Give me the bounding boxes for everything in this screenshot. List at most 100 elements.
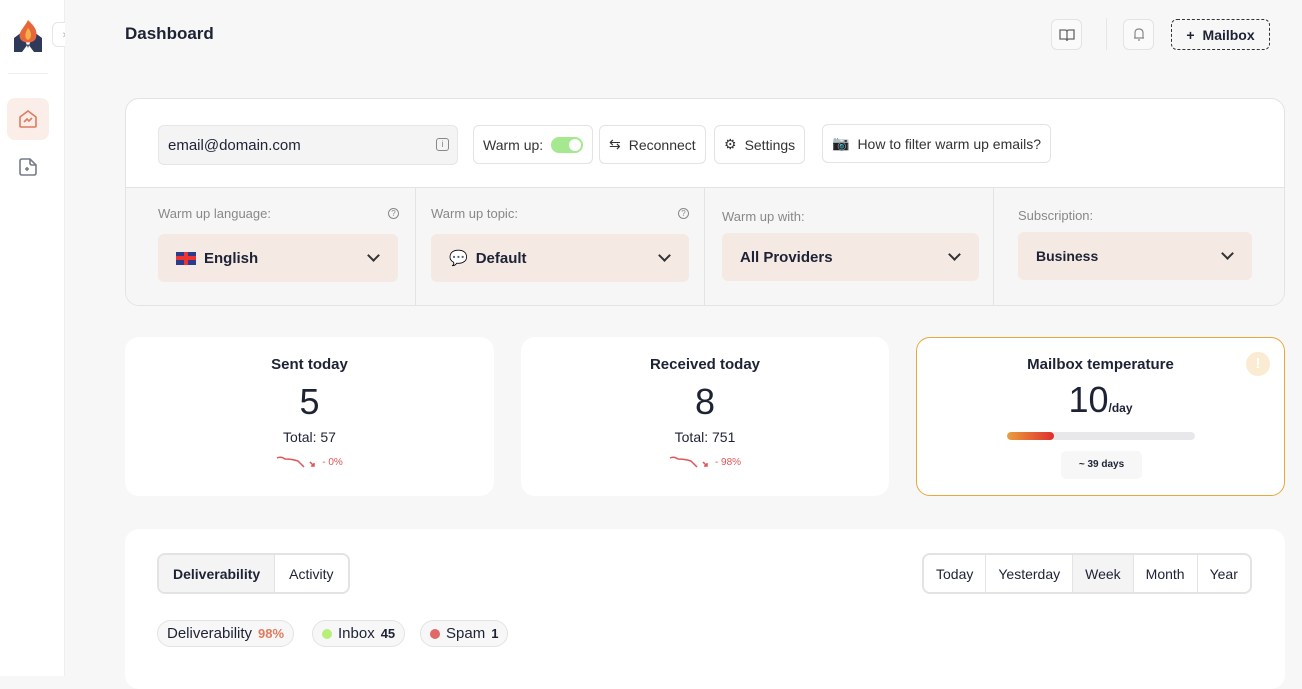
- chip-value: 1: [491, 626, 499, 641]
- chip-label: Deliverability: [167, 625, 253, 642]
- range-today[interactable]: Today: [924, 555, 987, 592]
- subscription-dropdown[interactable]: Business: [1018, 232, 1252, 280]
- topic-dropdown[interactable]: 💬 Default: [431, 234, 689, 282]
- camera-icon: 📷: [832, 135, 850, 151]
- stat-unit: /day: [1108, 401, 1133, 415]
- stat-value: 8: [694, 381, 716, 422]
- provider-dropdown[interactable]: All Providers: [722, 233, 979, 281]
- page-title: Dashboard: [125, 24, 214, 43]
- home-chart-icon: [19, 110, 37, 128]
- tab-deliverability[interactable]: Deliverability: [159, 555, 276, 592]
- chart-tabs: Deliverability Activity: [157, 553, 350, 594]
- email-field[interactable]: email@domain.com i: [158, 125, 458, 165]
- help-icon[interactable]: ?: [678, 208, 689, 219]
- chip-label: Spam: [446, 625, 486, 642]
- divider: [8, 73, 48, 74]
- selector-value: All Providers: [740, 248, 833, 266]
- notifications-button[interactable]: [1123, 19, 1154, 50]
- subscription-selector: Subscription: Business: [994, 188, 1284, 305]
- warmup-toggle[interactable]: Warm up:: [473, 125, 594, 164]
- stat-value: 10: [1068, 379, 1109, 420]
- chip-value: 45: [380, 626, 396, 641]
- selector-label: Warm up topic:: [431, 206, 518, 221]
- settings-button[interactable]: ⚙ Settings: [714, 125, 806, 164]
- info-icon[interactable]: i: [436, 138, 449, 151]
- range-week[interactable]: Week: [1073, 555, 1134, 592]
- spam-dot-icon: [430, 628, 440, 639]
- provider-selector: Warm up with: All Providers: [705, 188, 994, 305]
- header: Dashboard + Mailbox: [65, 0, 1302, 73]
- tab-activity[interactable]: Activity: [289, 565, 334, 582]
- warmup-selectors: Warm up language:? English Warm up topic…: [126, 187, 1284, 305]
- trend-value: - 0%: [322, 456, 343, 468]
- help-label: How to filter warm up emails?: [857, 135, 1042, 152]
- inbox-chip[interactable]: Inbox 45: [312, 620, 406, 647]
- chat-icon: 💬: [449, 250, 468, 267]
- help-filter-button[interactable]: 📷 How to filter warm up emails?: [822, 124, 1052, 163]
- sidebar-item-add[interactable]: [7, 146, 49, 188]
- stat-total: Total: 751: [674, 429, 736, 445]
- divider: [1106, 18, 1107, 50]
- book-icon: [1058, 28, 1075, 41]
- stat-title: Sent today: [271, 356, 348, 373]
- reconnect-icon: ⇆: [609, 136, 621, 152]
- stat-title: Mailbox temperature: [1027, 356, 1174, 373]
- received-today-card: Received today 8 Total: 751 - 98%: [521, 337, 889, 496]
- temperature-progress-bar: [1007, 432, 1195, 440]
- range-month[interactable]: Month: [1134, 555, 1198, 592]
- mailbox-temperature-card: ! Mailbox temperature 10/day ~ 39 days: [916, 337, 1285, 496]
- selector-label: Subscription:: [1018, 208, 1094, 223]
- selector-label: Warm up with:: [722, 209, 805, 224]
- add-file-icon: [19, 158, 37, 176]
- selector-value: Default: [475, 249, 527, 267]
- chevron-right-icon: ›: [63, 29, 67, 41]
- stat-title: Received today: [649, 356, 761, 373]
- sidebar: ›: [0, 0, 77, 676]
- warmup-label: Warm up:: [483, 136, 544, 153]
- topic-selector: Warm up topic:? 💬 Default: [416, 188, 705, 305]
- stat-total: Total: 57: [283, 429, 336, 445]
- add-mailbox-button[interactable]: + Mailbox: [1171, 19, 1270, 50]
- reconnect-label: Reconnect: [628, 136, 696, 153]
- chevron-down-icon: [948, 248, 961, 261]
- trend-down-icon: [276, 456, 315, 468]
- range-yesterday[interactable]: Yesterday: [986, 555, 1074, 592]
- chip-label: Inbox: [338, 625, 375, 642]
- mailbox-settings-card: email@domain.com i Warm up: ⇆ Reconnect ⚙ S…: [125, 98, 1285, 306]
- range-year[interactable]: Year: [1209, 565, 1238, 582]
- reconnect-button[interactable]: ⇆ Reconnect: [599, 125, 706, 164]
- days-remaining: ~ 39 days: [1061, 451, 1142, 479]
- language-dropdown[interactable]: English: [158, 234, 398, 282]
- stat-value: 5: [299, 381, 320, 422]
- add-mailbox-label: Mailbox: [1202, 26, 1255, 43]
- settings-label: Settings: [744, 136, 796, 153]
- trend: - 98%: [521, 455, 889, 469]
- plus-icon: +: [1186, 26, 1195, 43]
- email-value: email@domain.com: [168, 137, 301, 154]
- logo: [14, 20, 42, 52]
- chevron-down-icon: [1221, 247, 1234, 260]
- gear-icon: ⚙: [724, 136, 737, 152]
- help-icon[interactable]: ?: [388, 208, 399, 219]
- sidebar-item-dashboard[interactable]: [7, 98, 49, 140]
- sent-today-card: Sent today 5 Total: 57 - 0%: [125, 337, 494, 496]
- chart-card: Deliverability Activity Today Yesterday …: [125, 529, 1285, 689]
- language-selector: Warm up language:? English: [126, 188, 416, 305]
- chip-value: 98%: [258, 626, 285, 641]
- chevron-down-icon: [658, 249, 671, 262]
- spam-chip[interactable]: Spam 1: [420, 620, 509, 647]
- selector-value: Business: [1036, 248, 1099, 264]
- selector-value: English: [204, 249, 259, 267]
- warning-icon[interactable]: !: [1246, 352, 1270, 376]
- progress-fill: [1007, 432, 1054, 440]
- trend: - 0%: [125, 455, 494, 469]
- selector-label: Warm up language:: [158, 206, 271, 221]
- trend-down-icon: [669, 456, 708, 468]
- chevron-down-icon: [367, 249, 380, 262]
- inbox-dot-icon: [322, 628, 332, 639]
- trend-value: - 98%: [714, 456, 742, 468]
- toggle-switch[interactable]: [551, 136, 584, 153]
- docs-button[interactable]: [1051, 19, 1082, 50]
- uk-flag-icon: [176, 251, 196, 265]
- bell-icon: [1133, 28, 1144, 41]
